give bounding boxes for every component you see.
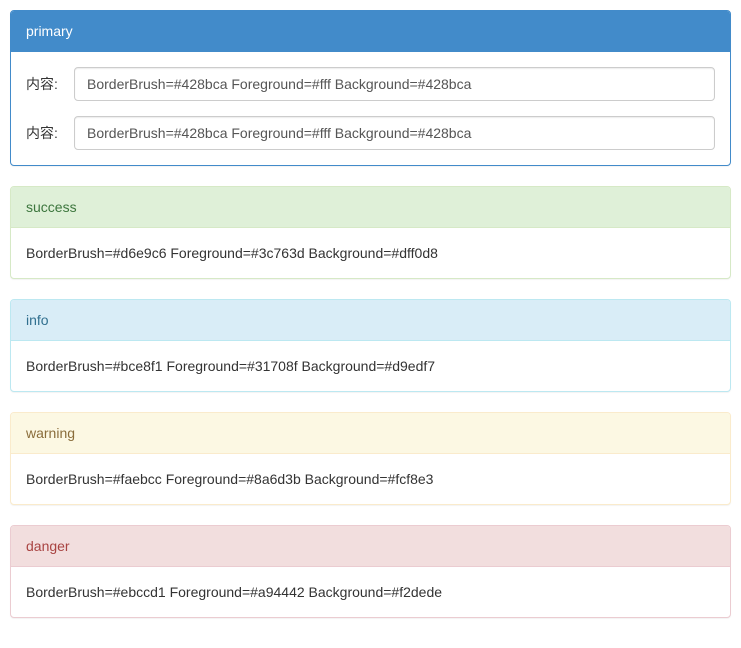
panel-info: info BorderBrush=#bce8f1 Foreground=#317… [10,299,731,392]
panel-warning: warning BorderBrush=#faebcc Foreground=#… [10,412,731,505]
label-content-1: 内容: [26,74,74,94]
panel-primary-heading: primary [11,11,730,52]
panel-danger-heading: danger [11,526,730,567]
panel-info-body: BorderBrush=#bce8f1 Foreground=#31708f B… [11,341,730,391]
panel-info-heading: info [11,300,730,341]
panel-success-body: BorderBrush=#d6e9c6 Foreground=#3c763d B… [11,228,730,278]
form-primary: 内容: 内容: [26,67,715,150]
input-content-1[interactable] [74,67,715,101]
panel-primary: primary 内容: 内容: [10,10,731,166]
panel-success-heading: success [11,187,730,228]
panel-danger: danger BorderBrush=#ebccd1 Foreground=#a… [10,525,731,618]
panel-primary-body: 内容: 内容: [11,52,730,165]
input-content-2[interactable] [74,116,715,150]
panel-warning-heading: warning [11,413,730,454]
label-content-2: 内容: [26,123,74,143]
panel-warning-body: BorderBrush=#faebcc Foreground=#8a6d3b B… [11,454,730,504]
panel-success: success BorderBrush=#d6e9c6 Foreground=#… [10,186,731,279]
form-group-2: 内容: [26,116,715,150]
panel-danger-body: BorderBrush=#ebccd1 Foreground=#a94442 B… [11,567,730,617]
form-group-1: 内容: [26,67,715,101]
